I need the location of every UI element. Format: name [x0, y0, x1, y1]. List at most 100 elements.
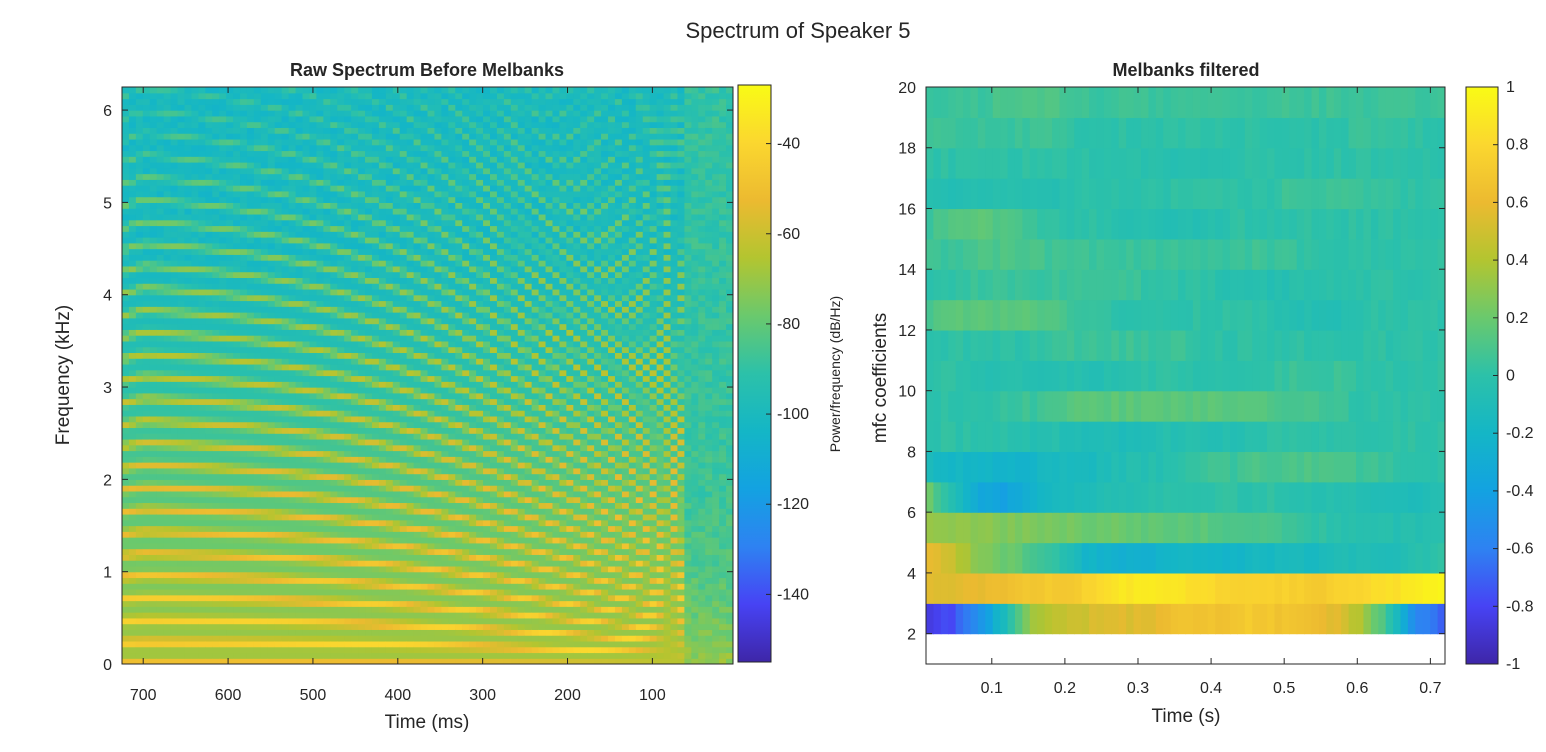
spectrogram-cell	[316, 225, 324, 232]
spectrogram-cell	[226, 127, 234, 134]
spectrogram-cell	[177, 398, 186, 405]
spectrogram-cell	[309, 496, 318, 504]
spectrogram-cell	[413, 179, 422, 186]
spectrogram-cell	[128, 542, 137, 550]
spectrogram-cell	[448, 594, 456, 602]
spectrogram-cell	[365, 462, 373, 469]
spectrogram-cell	[212, 381, 220, 388]
spectrogram-cell	[434, 623, 442, 630]
spectrogram-cell	[184, 571, 193, 579]
spectrogram-cell	[427, 317, 436, 325]
spectrogram-cell	[184, 110, 193, 117]
spectrogram-cell	[392, 404, 401, 411]
spectrogram-cell	[420, 519, 429, 527]
spectrogram-cell	[205, 150, 213, 157]
spectrogram-cell	[434, 369, 442, 377]
spectrogram-cell	[420, 600, 429, 607]
spectrogram-cell	[149, 127, 158, 134]
spectrogram-cell	[260, 167, 269, 175]
spectrogram-cell	[365, 260, 373, 267]
spectrogram-cell	[462, 358, 470, 365]
spectrogram-cell	[281, 358, 290, 365]
spectrogram-cell	[260, 542, 269, 550]
spectrogram-cell	[253, 156, 262, 163]
spectrogram-cell	[427, 571, 436, 579]
spectrogram-cell	[392, 571, 401, 579]
spectrogram-cell	[371, 340, 380, 348]
spectrogram-cell	[448, 110, 456, 117]
spectrogram-cell	[260, 144, 269, 152]
spectrogram-cell	[122, 173, 130, 180]
spectrogram-cell	[351, 173, 359, 180]
spectrogram-cell	[177, 312, 186, 319]
spectrogram-cell	[371, 594, 380, 602]
spectrogram-cell	[198, 467, 206, 475]
spectrogram-cell	[260, 537, 269, 544]
spectrogram-cell	[323, 300, 331, 307]
spectrogram-cell	[309, 583, 318, 590]
spectrogram-cell	[281, 635, 290, 642]
spectrogram-cell	[142, 254, 151, 261]
spectrogram-cell	[142, 144, 151, 152]
spectrogram-cell	[365, 623, 373, 630]
spectrogram-cell	[233, 473, 241, 480]
spectrogram-cell	[177, 646, 186, 654]
spectrogram-cell	[135, 617, 144, 625]
spectrogram-cell	[413, 317, 422, 325]
spectrogram-cell	[358, 231, 366, 238]
spectrogram-cell	[156, 479, 165, 486]
spectrogram-cell	[399, 283, 408, 290]
spectrogram-cell	[281, 652, 290, 659]
spectrogram-cell	[212, 502, 220, 509]
spectrogram-cell	[441, 202, 449, 209]
spectrogram-cell	[344, 462, 352, 469]
figure-title: Spectrum of Speaker 5	[685, 18, 910, 43]
spectrogram-cell	[177, 369, 186, 377]
spectrogram-cell	[267, 560, 276, 567]
spectrogram-cell	[281, 594, 290, 602]
spectrogram-cell	[420, 92, 429, 100]
spectrogram-cell	[441, 612, 449, 619]
spectrogram-cell	[184, 340, 193, 348]
spectrogram-cell	[316, 502, 324, 509]
spectrogram-cell	[351, 571, 359, 579]
spectrogram-cell	[434, 127, 442, 134]
spectrogram-cell	[205, 335, 213, 342]
spectrogram-cell	[344, 185, 352, 192]
spectrogram-cell	[378, 565, 387, 573]
spectrogram-cell	[392, 288, 401, 296]
spectrogram-cell	[122, 329, 130, 336]
spectrogram-cell	[260, 133, 269, 140]
spectrogram-cell	[330, 658, 338, 664]
spectrogram-cell	[212, 133, 220, 140]
spectrogram-cell	[427, 646, 436, 654]
spectrogram-cell	[205, 381, 213, 388]
spectrogram-cell	[198, 583, 206, 590]
spectrogram-cell	[122, 231, 130, 238]
spectrogram-cell	[122, 363, 130, 371]
spectrogram-cell	[344, 588, 352, 596]
spectrogram-cell	[427, 456, 436, 463]
spectrogram-cell	[302, 219, 311, 227]
spectrogram-cell	[295, 156, 304, 163]
spectrogram-cell	[212, 283, 220, 290]
spectrogram-cell	[233, 312, 241, 319]
spectrogram-cell	[371, 248, 380, 255]
spectrogram-cell	[128, 606, 137, 613]
spectrogram-cell	[385, 635, 394, 642]
spectrogram-cell	[392, 410, 401, 417]
spectrogram-cell	[219, 242, 227, 250]
spectrogram-cell	[122, 623, 130, 630]
spectrogram-cell	[177, 392, 186, 400]
spectrogram-cell	[233, 467, 241, 475]
spectrogram-cell	[198, 473, 206, 480]
spectrogram-cell	[128, 427, 137, 434]
spectrogram-cell	[198, 138, 206, 146]
spectrogram-cell	[295, 612, 304, 619]
spectrogram-cell	[281, 87, 290, 94]
spectrogram-cell	[358, 554, 366, 561]
spectrogram-cell	[302, 185, 311, 192]
spectrogram-cell	[163, 479, 172, 486]
spectrogram-cell	[323, 363, 331, 371]
spectrogram-cell	[295, 340, 304, 348]
